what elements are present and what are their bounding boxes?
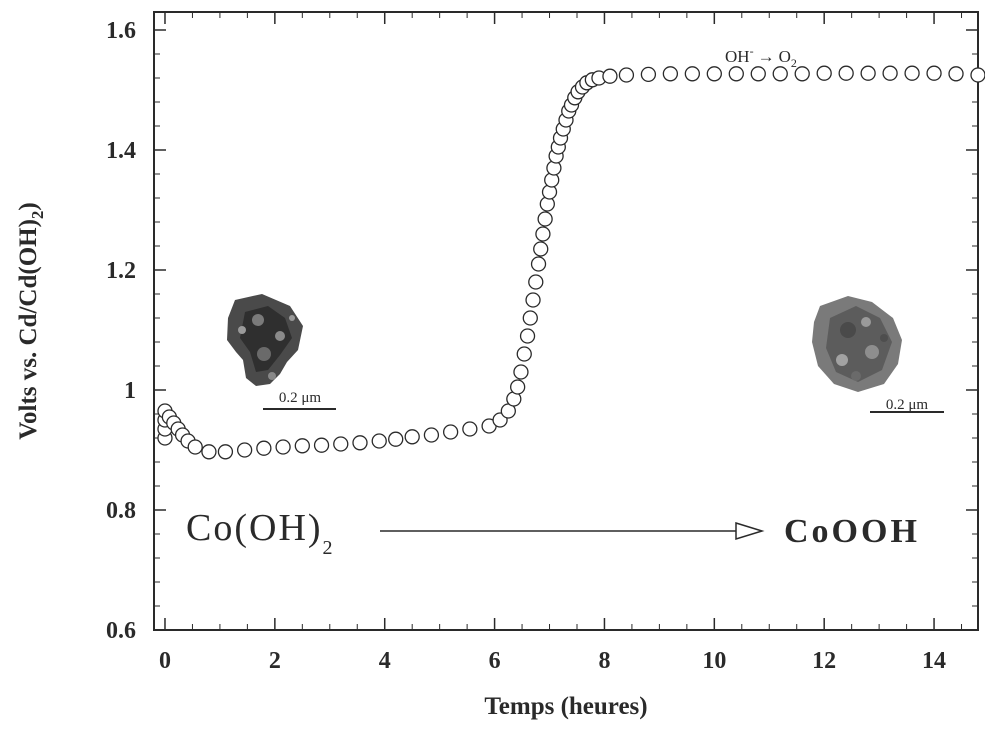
x-tick-label: 2: [269, 648, 281, 674]
svg-text:Volts vs. Cd/Cd(OH)2): Volts vs. Cd/Cd(OH)2): [15, 202, 47, 439]
data-point: [816, 65, 832, 81]
data-point: [728, 66, 744, 82]
data-point: [525, 292, 541, 308]
end-phase-label: CoOOH: [784, 513, 920, 550]
data-point: [948, 66, 964, 82]
data-point: [201, 444, 217, 460]
data-point: [533, 241, 549, 257]
scale-bar-right: 0.2 μm: [870, 397, 944, 413]
scale-bar-left: 0.2 μm: [263, 390, 336, 410]
data-point: [522, 310, 538, 326]
y-axis-title: Volts vs. Cd/Cd(OH): [15, 219, 42, 440]
y-tick-label: 0.6: [106, 618, 136, 644]
reaction-annotation: OH- → O2: [725, 44, 797, 70]
y-tick-label: 1: [124, 378, 136, 404]
data-point: [513, 364, 529, 380]
y-tick-label: 1.4: [106, 138, 136, 164]
data-point: [187, 439, 203, 455]
scale-bar-left-label: 0.2 μm: [279, 390, 322, 406]
particle-image-left: [227, 294, 303, 386]
particle-image-right: [812, 296, 902, 392]
data-point: [640, 66, 657, 83]
data-point: [706, 66, 722, 82]
data-point: [618, 67, 635, 83]
data-point: [970, 67, 985, 83]
data-point: [860, 65, 876, 81]
x-axis-title: Temps (heures): [484, 693, 647, 720]
plot-frame: [153, 11, 979, 631]
data-point: [516, 346, 532, 362]
x-tick-labels: 0 2 4 6 8 10 12 14: [159, 648, 946, 674]
data-point: [530, 256, 547, 272]
data-point: [313, 437, 330, 453]
data-point: [772, 66, 788, 82]
data-point: [256, 440, 272, 456]
data-point: [275, 439, 291, 455]
data-point: [528, 274, 544, 290]
reaction-o2: O: [779, 47, 791, 66]
data-point: [462, 421, 478, 437]
data-point: [294, 438, 310, 454]
data-series: [157, 65, 985, 460]
reaction-oh-superscript: -: [750, 44, 754, 58]
reaction-o2-subscript: 2: [791, 56, 797, 70]
data-point: [352, 435, 368, 451]
y-tick-label: 1.6: [106, 18, 136, 44]
x-tick-label: 10: [702, 648, 726, 674]
start-phase-text: Co(OH): [186, 507, 323, 549]
data-point: [537, 211, 553, 227]
data-point: [838, 65, 854, 81]
x-tick-label: 4: [379, 648, 391, 674]
data-point: [236, 442, 253, 458]
data-point: [217, 444, 234, 460]
data-point: [423, 427, 440, 443]
data-point: [333, 436, 349, 452]
reaction-oh: OH: [725, 47, 750, 66]
start-phase-subscript: 2: [323, 537, 335, 559]
data-point: [926, 65, 942, 81]
y-axis-title-close: ): [15, 202, 42, 210]
data-point: [510, 379, 526, 395]
axis-ticks: [154, 12, 978, 631]
data-point: [442, 424, 459, 440]
data-point: [882, 65, 898, 81]
x-tick-label: 0: [159, 648, 171, 674]
y-tick-labels: 0.6 0.8 1 1.2 1.4 1.6: [106, 18, 136, 644]
y-axis-title-subscript: 2: [28, 211, 47, 220]
reaction-arrow: →: [758, 47, 775, 66]
transformation-arrow: [380, 521, 765, 541]
x-tick-label: 12: [812, 648, 836, 674]
y-tick-label: 1.2: [106, 258, 136, 284]
y-tick-label: 0.8: [106, 498, 136, 524]
data-point: [535, 226, 551, 242]
x-tick-label: 8: [598, 648, 610, 674]
x-tick-label: 14: [922, 648, 946, 674]
y-axis-title-group: Volts vs. Cd/Cd(OH)2): [15, 202, 47, 439]
data-point: [794, 66, 810, 82]
data-point: [371, 433, 387, 449]
data-point: [904, 65, 920, 81]
x-tick-label: 6: [489, 648, 501, 674]
data-point: [662, 66, 679, 82]
data-point: [404, 429, 420, 445]
data-point: [519, 328, 536, 344]
data-point: [684, 66, 700, 82]
start-phase-label: Co(OH)2: [186, 507, 335, 559]
scale-bar-right-label: 0.2 μm: [886, 397, 929, 413]
data-point: [388, 431, 404, 447]
data-point: [602, 68, 618, 84]
data-point: [750, 66, 766, 82]
